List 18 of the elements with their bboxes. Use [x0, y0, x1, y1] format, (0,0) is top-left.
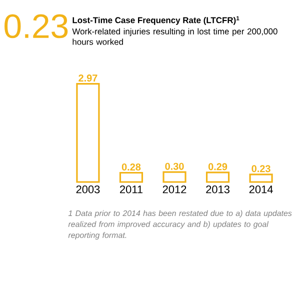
- data-label: 0.23: [252, 165, 270, 172]
- bar: [206, 172, 230, 183]
- bar: [119, 172, 144, 183]
- data-label: 2.97: [78, 74, 98, 82]
- x-tick-label: 2003: [76, 186, 100, 194]
- x-tick-label: 2014: [249, 186, 273, 194]
- x-tick-label: 2013: [206, 186, 230, 194]
- x-tick-label: 2011: [120, 186, 142, 194]
- chart-subtitle: Work-related injuries resulting in lost time per 200,000 hours worked: [72, 28, 278, 45]
- bar: [249, 174, 273, 183]
- data-label: 0.29: [208, 163, 228, 170]
- chart-title: Lost-Time Case Frequency Rate (LTCFR)$^{1}$: [72, 16, 240, 25]
- bar: [162, 171, 186, 183]
- text: 0.23: [4, 14, 68, 38]
- data-label: 0.28: [122, 163, 141, 171]
- data-label: 0.30: [165, 162, 184, 170]
- bar: [76, 82, 100, 183]
- x-tick-label: 2012: [162, 186, 186, 194]
